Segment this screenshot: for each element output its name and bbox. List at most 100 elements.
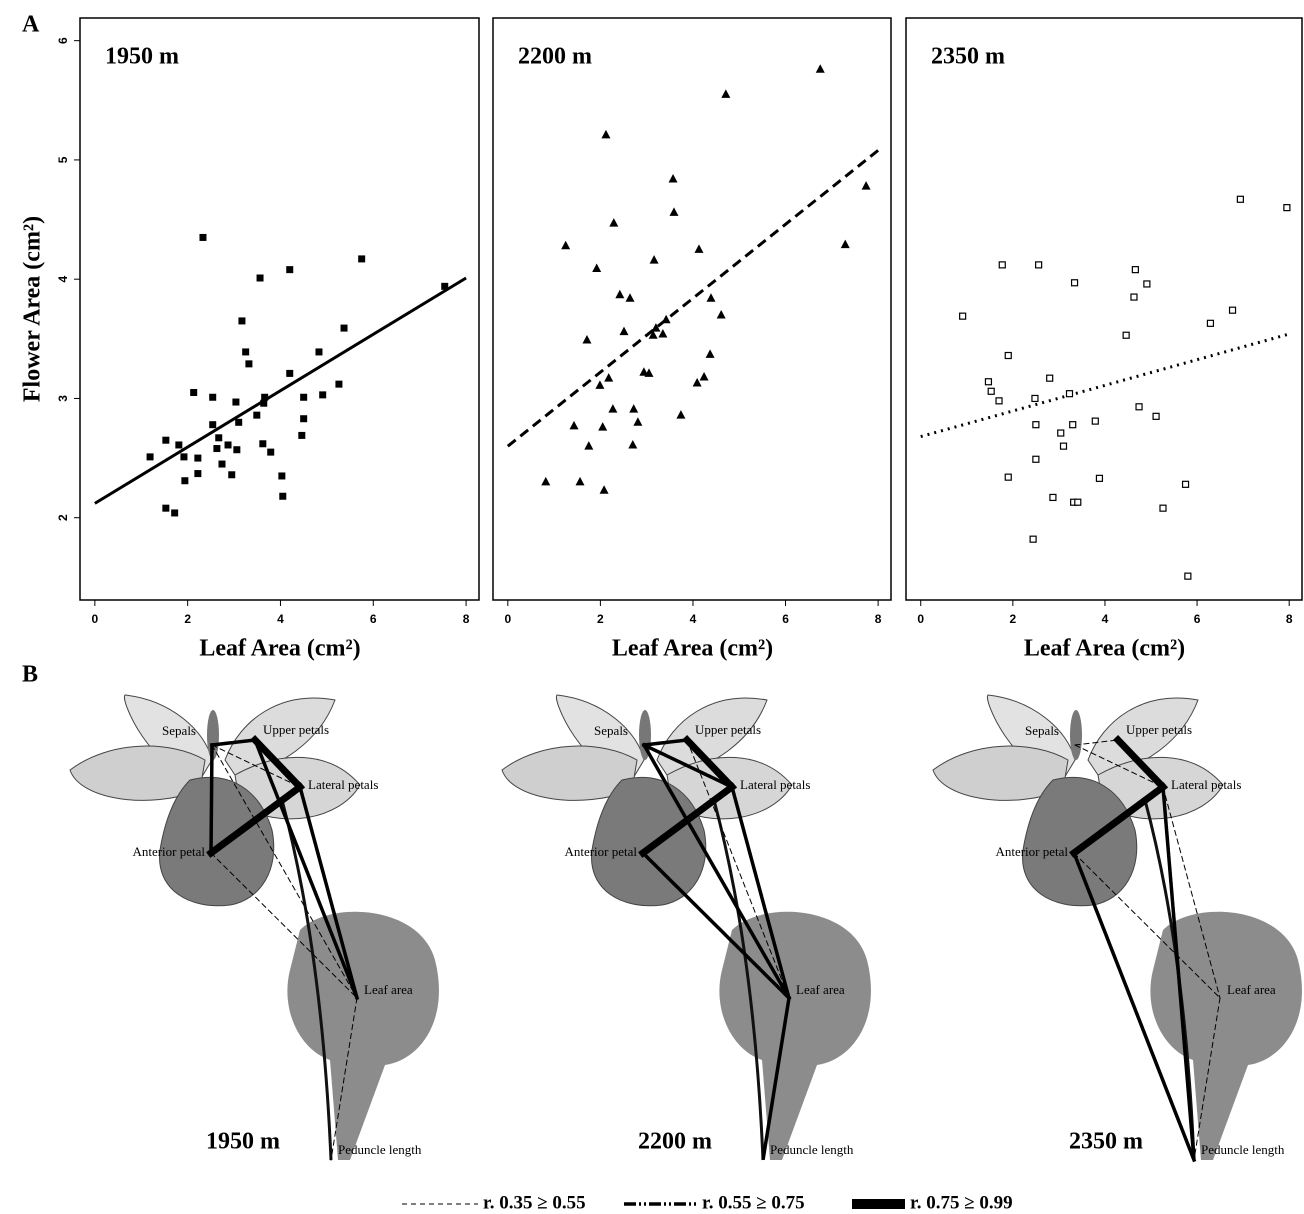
point bbox=[716, 309, 726, 319]
point bbox=[232, 398, 240, 406]
point bbox=[224, 441, 232, 449]
x-tick-label: 2 bbox=[184, 612, 191, 626]
x-tick-label: 4 bbox=[277, 612, 284, 626]
point bbox=[699, 371, 709, 381]
point bbox=[218, 460, 226, 468]
x-axis-label: Leaf Area (cm²) bbox=[612, 636, 773, 662]
point bbox=[279, 492, 287, 500]
correlation-edge bbox=[641, 742, 792, 1001]
point bbox=[692, 377, 702, 387]
correlation-edge bbox=[206, 782, 305, 858]
petal bbox=[159, 776, 275, 907]
point bbox=[676, 410, 686, 419]
point bbox=[1057, 429, 1065, 437]
node-label: Anterior petal bbox=[564, 844, 637, 859]
x-tick-label: 2 bbox=[1010, 612, 1017, 626]
fit-line bbox=[94, 276, 467, 505]
point bbox=[1130, 293, 1138, 301]
node-label: Sepals bbox=[162, 723, 196, 738]
point bbox=[1184, 572, 1192, 580]
correlation-edge bbox=[682, 735, 737, 792]
point bbox=[987, 387, 995, 395]
chart-title: 2350 m bbox=[931, 44, 1005, 70]
point bbox=[592, 263, 602, 272]
point bbox=[648, 330, 658, 339]
point bbox=[238, 317, 246, 325]
node-label: Peduncle length bbox=[1201, 1142, 1285, 1157]
correlation-edge bbox=[1193, 997, 1221, 1161]
point bbox=[629, 404, 639, 413]
point bbox=[190, 388, 198, 396]
point bbox=[245, 360, 253, 368]
correlation-edge bbox=[211, 744, 358, 999]
peduncle bbox=[280, 799, 333, 1161]
point bbox=[649, 255, 659, 264]
point bbox=[1143, 280, 1151, 288]
correlation-edge bbox=[1162, 786, 1221, 999]
correlation-edge bbox=[252, 737, 360, 1001]
node-label: Upper petals bbox=[263, 722, 329, 737]
x-tick-label: 6 bbox=[782, 612, 789, 626]
panel-label: B bbox=[22, 662, 38, 688]
point bbox=[705, 349, 715, 358]
leaf bbox=[719, 911, 871, 1160]
point bbox=[668, 174, 678, 183]
x-tick-label: 6 bbox=[370, 612, 377, 626]
point bbox=[441, 282, 449, 290]
correlation-edge bbox=[1071, 850, 1197, 1163]
point bbox=[209, 421, 217, 429]
node-label: Sepals bbox=[1025, 723, 1059, 738]
point bbox=[639, 367, 649, 376]
petal bbox=[932, 745, 1069, 801]
point bbox=[194, 454, 202, 462]
point bbox=[358, 255, 366, 263]
x-tick-label: 4 bbox=[690, 612, 697, 626]
flower-diagram: Sepals Upper petals Lateral petals Anterior… bbox=[69, 694, 439, 1161]
point bbox=[615, 289, 625, 299]
point bbox=[1065, 390, 1074, 398]
node-label: Leaf area bbox=[364, 982, 413, 997]
point bbox=[162, 436, 170, 444]
y-tick-label: 5 bbox=[56, 156, 70, 163]
correlation-edge bbox=[250, 735, 305, 792]
leaf bbox=[1150, 911, 1302, 1160]
point bbox=[959, 312, 967, 320]
point bbox=[584, 441, 594, 450]
petal bbox=[501, 745, 638, 801]
point bbox=[1131, 266, 1139, 274]
y-tick-label: 3 bbox=[56, 395, 70, 402]
point bbox=[608, 404, 618, 413]
point bbox=[256, 274, 264, 282]
point bbox=[984, 378, 993, 386]
point bbox=[599, 485, 609, 494]
fit-line bbox=[920, 332, 1290, 439]
node-label: Lateral petals bbox=[740, 777, 810, 792]
node-label: Upper petals bbox=[695, 722, 761, 737]
node-label: Lateral petals bbox=[1171, 777, 1241, 792]
point bbox=[1004, 473, 1012, 481]
plot-frame bbox=[79, 17, 480, 601]
point bbox=[721, 89, 731, 98]
point bbox=[1031, 394, 1039, 403]
point bbox=[1074, 498, 1082, 506]
point bbox=[619, 326, 629, 336]
x-tick-label: 8 bbox=[463, 612, 470, 626]
correlation-edge bbox=[642, 738, 689, 747]
point bbox=[651, 323, 661, 332]
node-label: Anterior petal bbox=[132, 844, 205, 859]
point bbox=[1032, 421, 1040, 429]
legend-label: r. 0.55 ≥ 0.75 bbox=[702, 1192, 805, 1213]
point bbox=[815, 64, 825, 73]
node-label: Sepals bbox=[594, 723, 628, 738]
point bbox=[298, 431, 306, 439]
point bbox=[146, 453, 154, 461]
point bbox=[1070, 279, 1079, 287]
point bbox=[840, 239, 850, 249]
correlation-edge bbox=[1161, 785, 1196, 1162]
point bbox=[286, 369, 294, 377]
point bbox=[340, 324, 348, 332]
node-label: Leaf area bbox=[796, 982, 845, 997]
y-axis-label: Flower Area (cm²) bbox=[20, 216, 46, 402]
correlation-edge bbox=[1073, 852, 1221, 999]
